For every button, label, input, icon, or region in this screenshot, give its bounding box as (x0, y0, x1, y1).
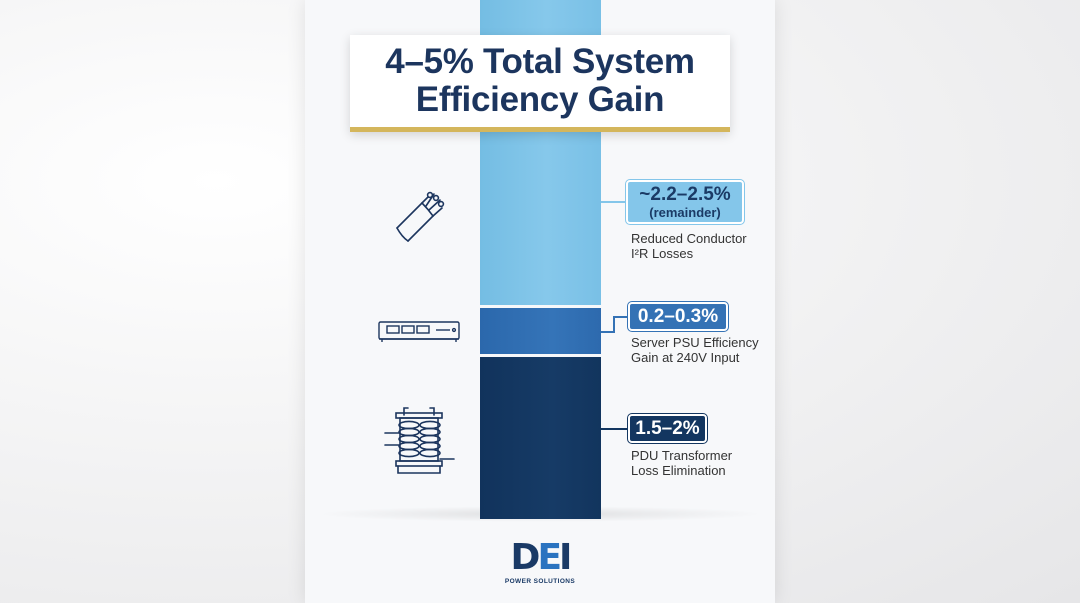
leader-line-psu-vertical (613, 316, 615, 333)
title-line-2: Efficiency Gain (415, 80, 665, 119)
description-transformer: PDU Transformer Loss Elimination (631, 448, 733, 478)
badge-conductor-value: ~2.2–2.5% (639, 184, 731, 205)
badge-conductor-note: (remainder) (649, 205, 721, 220)
title-line-1: 4–5% Total System (385, 42, 695, 81)
badge-transformer: 1.5–2% (628, 414, 707, 443)
transformer-icon (384, 407, 455, 474)
badge-psu: 0.2–0.3% (628, 302, 728, 331)
company-logo: DEI POWER SOLUTIONS (497, 538, 583, 588)
description-psu: Server PSU Efficiency Gain at 240V Input (631, 335, 759, 365)
leader-line-conductor (601, 201, 627, 203)
logo-mark: DEI (510, 537, 573, 578)
cable-icon (396, 191, 445, 242)
logo-tagline: POWER SOLUTIONS (504, 578, 576, 585)
leader-line-psu-end (613, 316, 628, 318)
leader-line-psu (601, 331, 615, 333)
title-banner: 4–5% Total System Efficiency Gain (350, 35, 730, 132)
leader-line-transformer (601, 428, 628, 430)
bar-segment-transformer (480, 357, 601, 519)
description-conductor: Reduced Conductor I²R Losses (631, 231, 747, 261)
server-rack-icon (378, 321, 460, 342)
badge-conductor: ~2.2–2.5% (remainder) (626, 180, 744, 224)
bar-segment-psu (480, 308, 601, 354)
page-title: 4–5% Total System Efficiency Gain (385, 42, 695, 119)
